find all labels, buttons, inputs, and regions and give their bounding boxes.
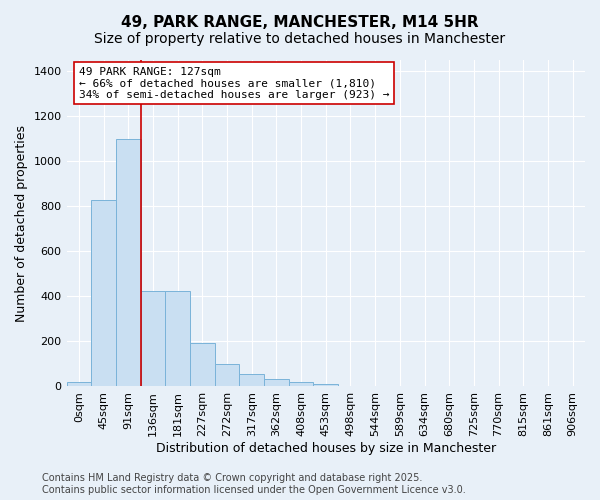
Bar [264,380,289,386]
Bar [239,374,264,386]
Bar [140,291,165,386]
Bar [91,200,116,386]
Bar [215,364,239,386]
Text: 49, PARK RANGE, MANCHESTER, M14 5HR: 49, PARK RANGE, MANCHESTER, M14 5HR [121,15,479,30]
Bar [116,139,140,386]
Bar [67,382,91,386]
Text: 49 PARK RANGE: 127sqm
← 66% of detached houses are smaller (1,810)
34% of semi-d: 49 PARK RANGE: 127sqm ← 66% of detached … [79,67,389,100]
Bar [289,382,313,386]
Text: Contains HM Land Registry data © Crown copyright and database right 2025.
Contai: Contains HM Land Registry data © Crown c… [42,474,466,495]
Bar [165,291,190,386]
Bar [313,384,338,386]
Bar [190,342,215,386]
Text: Size of property relative to detached houses in Manchester: Size of property relative to detached ho… [94,32,506,46]
X-axis label: Distribution of detached houses by size in Manchester: Distribution of detached houses by size … [156,442,496,455]
Y-axis label: Number of detached properties: Number of detached properties [15,124,28,322]
